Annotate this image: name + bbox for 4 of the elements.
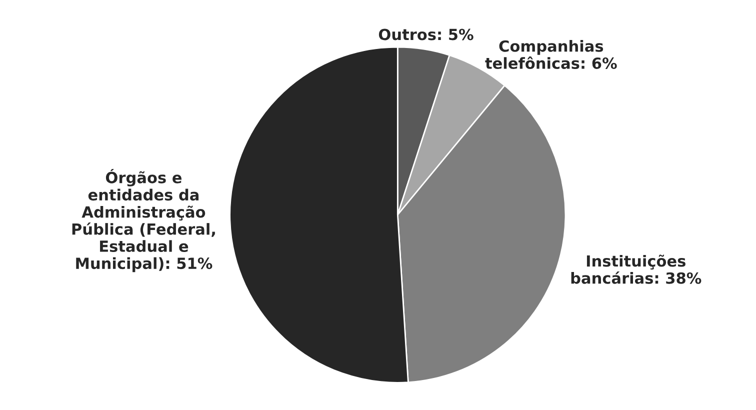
slice-label: Órgãos e entidades da Administração Pública (Federal, Estadual e Municipal): 51% [72, 168, 215, 272]
slice-label: Outros: 5% [378, 28, 474, 40]
slice-label: Instituições bancárias: 38% [571, 254, 702, 284]
slice-label: Companhias telefônicas: 6% [485, 40, 617, 69]
